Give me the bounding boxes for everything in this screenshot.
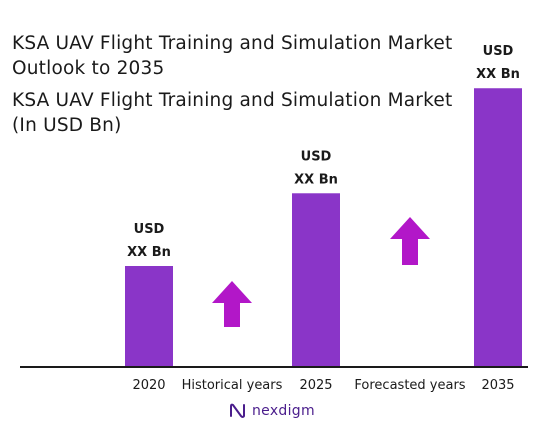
x-tick-label-2035: 2035 (481, 378, 514, 393)
forecast-growth-arrow-icon (390, 217, 430, 265)
bar-2020 (125, 266, 173, 367)
period-label-forecast: Forecasted years (354, 378, 465, 393)
data-label-2035-currency: USD (483, 44, 514, 59)
x-tick-label-2020: 2020 (132, 378, 165, 393)
chart-title-line-1: KSA UAV Flight Training and Simulation M… (12, 33, 453, 54)
brand-logo: nexdigm (228, 400, 315, 422)
chart-title: KSA UAV Flight Training and Simulation M… (12, 31, 452, 81)
data-label-2025-value: XX Bn (294, 172, 338, 187)
data-label-2025-currency: USD (301, 149, 332, 164)
data-label-2020-currency: USD (134, 222, 165, 237)
chart-subtitle-line-1: KSA UAV Flight Training and Simulation M… (12, 90, 453, 111)
nexdigm-logo-icon (230, 403, 245, 418)
chart-subtitle-line-2: (In USD Bn) (12, 115, 122, 136)
brand-name: nexdigm (252, 403, 315, 419)
chart-title-line-2: Outlook to 2035 (12, 58, 165, 79)
historical-growth-arrow-icon (212, 281, 252, 327)
chart-subtitle: KSA UAV Flight Training and Simulation M… (12, 88, 452, 138)
x-tick-label-2025: 2025 (299, 378, 332, 393)
bar-2035 (474, 88, 522, 368)
data-label-2020-value: XX Bn (127, 245, 171, 260)
bar-2025 (292, 193, 340, 367)
period-label-historical: Historical years (182, 378, 283, 393)
data-label-2035-value: XX Bn (476, 67, 520, 82)
